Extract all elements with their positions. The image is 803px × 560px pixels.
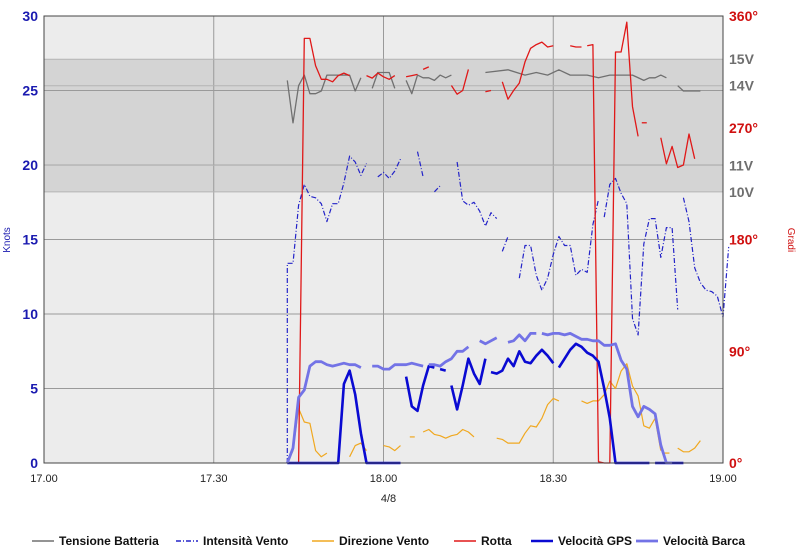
y-left-tick-label-1: 5 xyxy=(30,381,38,397)
series-barca-segment-2 xyxy=(428,345,470,368)
series-barca-segment-4 xyxy=(507,331,537,344)
y-right-volt-tick-label-2: 14V xyxy=(729,78,755,94)
legend-label-barca: Velocità Barca xyxy=(663,534,745,548)
y-left-tick-label-0: 0 xyxy=(30,455,38,471)
series-intensita xyxy=(286,151,730,463)
series-intensita-segment-0 xyxy=(286,155,368,463)
x-tick-label-0: 17.00 xyxy=(30,473,58,485)
series-tensione-segment-0 xyxy=(286,74,362,124)
legend: Tensione Batteria Intensità Vento Direzion… xyxy=(32,534,745,548)
y-right-degree-tick-label-4: 360° xyxy=(729,8,758,24)
series-barca-segment-3 xyxy=(479,336,498,346)
series-tensione-segment-1 xyxy=(371,71,396,89)
y-left-tick-label-6: 30 xyxy=(22,8,38,24)
date-label: 4/8 xyxy=(381,493,396,505)
legend-label-rotta: Rotta xyxy=(481,534,512,548)
series-direzione-segment-2 xyxy=(383,445,401,452)
series-direzione-segment-6 xyxy=(581,363,662,451)
series-tensione-segment-2 xyxy=(405,74,452,95)
y-left-tick-label-3: 15 xyxy=(22,232,38,248)
series-rotta xyxy=(297,21,696,464)
series-barca-segment-1 xyxy=(372,361,424,371)
series-rotta-segment-10 xyxy=(660,133,696,169)
series-tensione-segment-3 xyxy=(485,69,667,82)
y-right-volt-tick-label-0: 10V xyxy=(729,184,755,200)
series-gps-segment-2 xyxy=(439,367,447,372)
y-left-tick-label-5: 25 xyxy=(22,83,38,99)
series-rotta-segment-5 xyxy=(485,89,492,93)
series-tensione xyxy=(286,69,701,124)
series-gps-segment-4 xyxy=(490,348,555,375)
legend-label-gps: Velocità GPS xyxy=(558,534,632,548)
y-right-ticks: 0° 90° 180° 270° 360° 10V 11V 14V 15V xyxy=(729,8,758,471)
series-rotta-segment-7 xyxy=(570,45,582,48)
legend-label-intensita: Intensità Vento xyxy=(203,534,288,548)
x-tick-label-1: 17.30 xyxy=(200,473,228,485)
y-left-tick-label-4: 20 xyxy=(22,157,38,173)
series-rotta-segment-1 xyxy=(366,72,396,80)
series-intensita-segment-3 xyxy=(433,185,441,193)
series-rotta-segment-8 xyxy=(587,21,639,464)
x-tick-label-3: 18.30 xyxy=(539,473,567,485)
x-ticks: 17.00 17.30 18.00 18.30 19.00 xyxy=(30,473,737,485)
series-barca-segment-5 xyxy=(541,331,673,465)
x-tick-label-4: 19.00 xyxy=(709,473,737,485)
series-intensita-segment-1 xyxy=(377,158,402,179)
y-left-axis-title: Knots xyxy=(2,227,13,253)
legend-label-tensione: Tensione Batteria xyxy=(59,534,159,548)
series-intensita-segment-2 xyxy=(416,151,424,178)
y-right-volt-tick-label-3: 15V xyxy=(729,51,755,67)
series-gps-segment-1 xyxy=(404,364,435,413)
series-rotta-segment-4 xyxy=(450,69,470,95)
series-barca xyxy=(285,331,673,465)
y-right-degree-tick-label-1: 90° xyxy=(729,343,750,359)
x-tick-label-2: 18.00 xyxy=(370,473,398,485)
series-rotta-segment-6 xyxy=(501,41,554,100)
series-intensita-segment-8 xyxy=(682,197,730,318)
plot-border xyxy=(43,15,724,464)
y-right-degree-tick-label-3: 270° xyxy=(729,120,758,136)
y-right-axis-title: Gradi xyxy=(785,228,796,252)
series-barca-segment-0 xyxy=(285,360,362,464)
legend-label-direzione: Direzione Vento xyxy=(339,534,429,548)
series-intensita-segment-5 xyxy=(501,236,509,252)
series-rotta-segment-0 xyxy=(297,37,350,464)
y-right-degree-tick-label-2: 180° xyxy=(729,232,758,248)
series-rotta-segment-2 xyxy=(405,73,418,78)
series-intensita-segment-6 xyxy=(518,199,600,291)
y-left-tick-label-2: 10 xyxy=(22,306,38,322)
series-direzione-segment-5 xyxy=(496,397,560,444)
series-gps-segment-3 xyxy=(450,357,487,411)
series-tensione-segment-4 xyxy=(677,85,701,92)
y-right-volt-tick-label-1: 11V xyxy=(729,157,754,173)
y-left-ticks: 0 5 10 15 20 25 30 xyxy=(22,8,38,471)
series-intensita-segment-4 xyxy=(456,161,498,227)
series-rotta-segment-3 xyxy=(422,66,430,70)
series-direzione-segment-8 xyxy=(677,440,701,453)
y-right-degree-tick-label-0: 0° xyxy=(729,455,742,471)
series-direzione-segment-4 xyxy=(422,428,475,439)
series-intensita-segment-7 xyxy=(603,177,679,336)
